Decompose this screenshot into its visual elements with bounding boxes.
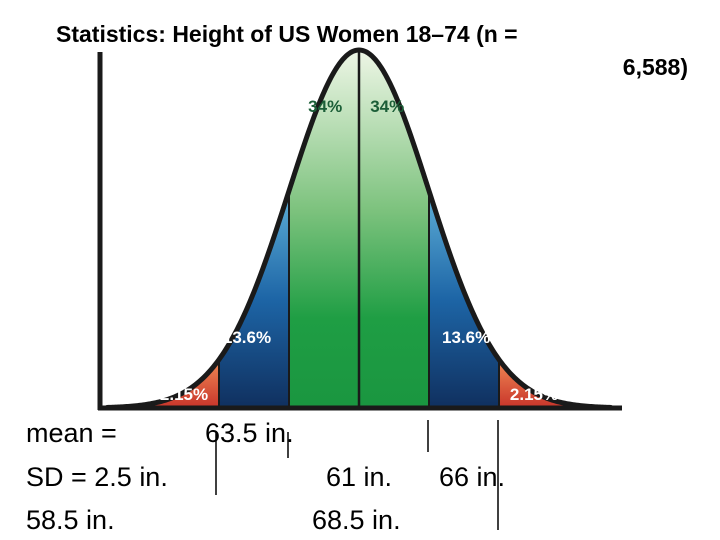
band-6 — [499, 359, 569, 408]
mean-value: 63.5 in. — [205, 418, 294, 448]
mean-label: mean = — [26, 418, 117, 448]
band-percent-label-6: 2.15% — [510, 385, 558, 404]
band-percent-label-2: 13.6% — [223, 328, 271, 347]
chart-title-line2: 6,588) — [622, 54, 688, 80]
band-percent-label-5: 13.6% — [442, 328, 490, 347]
band-percent-label-3: 34% — [308, 97, 342, 116]
tick-label-plus1: 66 in. — [439, 462, 506, 492]
chart-title-line1: Statistics: Height of US Women 18–74 (n … — [56, 21, 518, 47]
normal-curve-line — [104, 47, 614, 410]
tick-label-minus1: 61 in. — [326, 462, 393, 492]
sd-dividers — [218, 50, 500, 408]
band-percent-label-4: 34% — [370, 97, 404, 116]
sd-label: SD = 2.5 in. — [26, 462, 168, 492]
tick-label-minus2: 58.5 in. — [26, 505, 115, 535]
band-1 — [149, 359, 219, 408]
band-percent-labels: 2.15% 13.6% 34% 34% 13.6% 2.15% — [160, 97, 558, 404]
tick-label-plus2: 68.5 in. — [312, 505, 401, 535]
band-percent-label-1: 2.15% — [160, 385, 208, 404]
annotation-tick-marks — [215, 420, 499, 530]
